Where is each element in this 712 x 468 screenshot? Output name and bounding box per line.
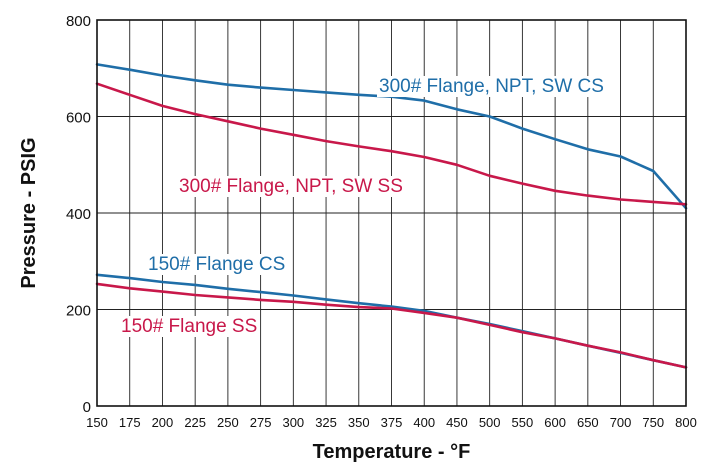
series-line-3 xyxy=(95,282,688,369)
y-tick-label: 600 xyxy=(66,110,91,127)
y-tick-label: 800 xyxy=(66,13,91,30)
series-label-background xyxy=(377,76,606,97)
y-axis-title: Pressure - PSIG xyxy=(18,137,40,288)
y-tick-label: 200 xyxy=(66,303,91,320)
series-label-background xyxy=(119,316,260,337)
y-tick-label: 0 xyxy=(83,399,91,416)
x-tick-label: 225 xyxy=(184,415,206,430)
x-tick-label: 500 xyxy=(479,415,501,430)
x-tick-label: 400 xyxy=(413,415,435,430)
series-label-0: 300# Flange, NPT, SW CS xyxy=(379,76,604,97)
x-tick-label: 150 xyxy=(86,415,108,430)
x-tick-label: 350 xyxy=(348,415,370,430)
x-tick-label: 550 xyxy=(512,415,534,430)
x-tick-label: 175 xyxy=(119,415,141,430)
y-tick-labels: 0 200 400 600 800 xyxy=(66,13,91,416)
x-tick-label: 200 xyxy=(152,415,174,430)
x-tick-label: 800 xyxy=(675,415,697,430)
x-tick-label: 450 xyxy=(446,415,468,430)
x-tick-labels: 150 175 200 225 250 275 300 325 350 375 400 450 500 5… xyxy=(86,415,697,430)
plot-border xyxy=(96,19,687,407)
series-label-1: 300# Flange, NPT, SW SS xyxy=(179,176,403,197)
x-tick-label: 700 xyxy=(610,415,632,430)
series-labels: 300# Flange, NPT, SW CS 300# Flange, NPT,… xyxy=(119,76,606,337)
series-line-1 xyxy=(95,82,688,206)
x-tick-label: 300 xyxy=(282,415,304,430)
series-label-background xyxy=(177,176,405,197)
x-tick-label: 600 xyxy=(544,415,566,430)
series-label-2: 150# Flange CS xyxy=(148,254,285,275)
x-axis-title: Temperature - °F xyxy=(313,441,471,463)
x-tick-label: 275 xyxy=(250,415,272,430)
y-tick-label: 400 xyxy=(66,206,91,223)
x-tick-label: 375 xyxy=(381,415,403,430)
x-tick-label: 325 xyxy=(315,415,337,430)
series-label-3: 150# Flange SS xyxy=(121,316,257,337)
x-tick-label: 250 xyxy=(217,415,239,430)
series-label-background xyxy=(146,254,288,275)
x-tick-label: 650 xyxy=(577,415,599,430)
x-tick-label: 750 xyxy=(642,415,664,430)
